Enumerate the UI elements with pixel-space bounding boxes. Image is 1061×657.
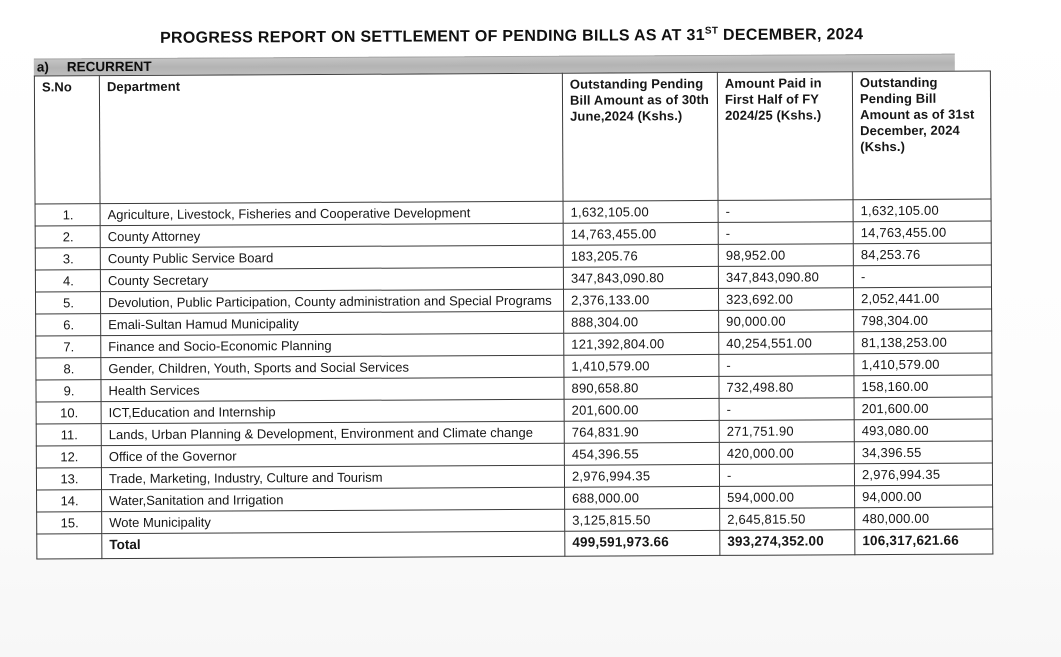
outstanding-june-cell: 121,392,804.00: [563, 332, 719, 356]
outstanding-december-cell: 798,304.00: [853, 308, 992, 332]
sno-cell: 11.: [36, 423, 102, 446]
sno-cell: 8.: [35, 357, 101, 380]
outstanding-june-cell: 183,205.76: [563, 244, 719, 268]
department-cell: Trade, Marketing, Industry, Culture and …: [101, 465, 565, 490]
outstanding-june-cell: 454,396.55: [564, 442, 720, 466]
sno-cell: [36, 533, 102, 559]
table-header: S.No Department Outstanding Pending Bill…: [34, 70, 992, 205]
sno-cell: 2.: [35, 225, 101, 249]
outstanding-december-cell: 14,763,455.00: [853, 220, 992, 244]
outstanding-june-cell: 888,304.00: [563, 310, 719, 334]
paid-first-half-cell: 271,751.90: [719, 419, 855, 443]
paid-first-half-cell: -: [718, 353, 854, 377]
department-cell: Emali-Sultan Hamud Municipality: [100, 311, 564, 336]
sno-cell: 9.: [35, 379, 102, 402]
sno-cell: 6.: [35, 313, 101, 336]
section-title: RECURRENT: [66, 58, 152, 75]
outstanding-december-cell: 158,160.00: [853, 374, 993, 398]
outstanding-december-cell: 84,253.76: [853, 242, 992, 266]
outstanding-december-cell: 34,396.55: [854, 440, 993, 464]
paid-first-half-cell: -: [718, 221, 854, 245]
header-outstanding-june: Outstanding Pending Bill Amount as of 30…: [562, 72, 719, 202]
outstanding-december-cell: 106,317,621.66: [854, 528, 993, 555]
outstanding-december-cell: 94,000.00: [854, 484, 993, 508]
department-cell: Total: [101, 531, 565, 559]
header-sno: S.No: [34, 75, 101, 205]
paid-first-half-cell: 323,692.00: [718, 287, 854, 311]
department-cell: Office of the Governor: [101, 443, 565, 468]
department-cell: Water,Sanitation and Irrigation: [101, 487, 565, 512]
outstanding-december-cell: 480,000.00: [854, 506, 993, 530]
paid-first-half-cell: 40,254,551.00: [718, 331, 854, 355]
outstanding-june-cell: 201,600.00: [564, 398, 720, 422]
paid-first-half-cell: 90,000.00: [718, 309, 854, 333]
outstanding-june-cell: 499,591,973.66: [564, 530, 720, 557]
section-label: a) RECURRENT: [34, 59, 152, 75]
sno-cell: 10.: [36, 401, 102, 424]
department-cell: County Secretary: [100, 267, 564, 292]
department-cell: Wote Municipality: [101, 509, 565, 534]
outstanding-december-cell: -: [853, 264, 992, 288]
department-cell: Finance and Socio-Economic Planning: [100, 333, 564, 358]
outstanding-december-cell: 493,080.00: [854, 418, 993, 442]
sno-cell: 4.: [35, 269, 101, 293]
outstanding-june-cell: 764,831.90: [564, 420, 720, 444]
scanned-document: PROGRESS REPORT ON SETTLEMENT OF PENDING…: [33, 25, 994, 560]
sno-cell: 7.: [35, 335, 101, 358]
sno-cell: 14.: [36, 489, 102, 512]
department-cell: Health Services: [100, 377, 565, 402]
outstanding-june-cell: 14,763,455.00: [563, 222, 719, 246]
outstanding-december-cell: 201,600.00: [854, 396, 993, 420]
title-suffix: DECEMBER, 2024: [718, 26, 864, 44]
total-row: Total 499,591,973.66 393,274,352.00 106,317…: [36, 528, 993, 559]
department-cell: Lands, Urban Planning & Development, Env…: [101, 421, 565, 446]
sno-cell: 15.: [36, 511, 102, 534]
department-cell: Agriculture, Livestock, Fisheries and Co…: [100, 201, 564, 226]
paid-first-half-cell: -: [718, 199, 854, 223]
outstanding-june-cell: 1,632,105.00: [563, 200, 719, 224]
header-outstanding-december: Outstanding Pending Bill Amount as of 31…: [852, 70, 992, 200]
outstanding-june-cell: 347,843,090.80: [563, 266, 719, 290]
paid-first-half-cell: 732,498.80: [718, 375, 855, 399]
outstanding-december-cell: 2,052,441.00: [853, 286, 992, 310]
paid-first-half-cell: 393,274,352.00: [719, 529, 855, 556]
outstanding-december-cell: 1,632,105.00: [853, 198, 992, 222]
outstanding-december-cell: 2,976,994.35: [854, 462, 993, 486]
paid-first-half-cell: -: [719, 463, 855, 487]
outstanding-december-cell: 1,410,579.00: [853, 352, 992, 376]
department-cell: County Public Service Board: [100, 245, 564, 270]
paid-first-half-cell: 347,843,090.80: [718, 265, 854, 289]
sno-cell: 12.: [36, 445, 102, 468]
outstanding-june-cell: 2,376,133.00: [563, 288, 719, 312]
section-letter: a): [36, 59, 49, 75]
department-cell: County Attorney: [100, 223, 564, 248]
outstanding-june-cell: 2,976,994.35: [564, 464, 720, 488]
sno-cell: 5.: [35, 291, 101, 314]
paid-first-half-cell: -: [719, 397, 855, 421]
page-title: PROGRESS REPORT ON SETTLEMENT OF PENDING…: [34, 25, 990, 50]
paid-first-half-cell: 2,645,815.50: [719, 507, 855, 531]
department-cell: Gender, Children, Youth, Sports and Soci…: [100, 355, 564, 380]
outstanding-june-cell: 3,125,815.50: [564, 508, 720, 532]
sno-cell: 13.: [36, 467, 102, 490]
recurrent-pending-bills-table: S.No Department Outstanding Pending Bill…: [33, 70, 994, 560]
header-department: Department: [99, 73, 564, 204]
outstanding-december-cell: 81,138,253.00: [853, 330, 992, 354]
department-cell: ICT,Education and Internship: [101, 399, 565, 424]
outstanding-june-cell: 890,658.80: [563, 376, 720, 400]
paid-first-half-cell: 594,000.00: [719, 485, 855, 509]
outstanding-june-cell: 1,410,579.00: [563, 354, 719, 378]
department-cell: Devolution, Public Participation, County…: [100, 289, 564, 314]
table-body: 1. Agriculture, Livestock, Fisheries and …: [35, 198, 993, 559]
title-text: PROGRESS REPORT ON SETTLEMENT OF PENDING…: [159, 26, 705, 47]
sno-cell: 1.: [35, 203, 101, 227]
sno-cell: 3.: [35, 247, 101, 271]
title-ordinal-superscript: ST: [704, 25, 719, 37]
paid-first-half-cell: 420,000.00: [719, 441, 855, 465]
header-paid-first-half: Amount Paid in First Half of FY 2024/25 …: [717, 71, 854, 201]
outstanding-june-cell: 688,000.00: [564, 486, 720, 510]
paid-first-half-cell: 98,952.00: [718, 243, 854, 267]
header-row: S.No Department Outstanding Pending Bill…: [34, 70, 992, 205]
